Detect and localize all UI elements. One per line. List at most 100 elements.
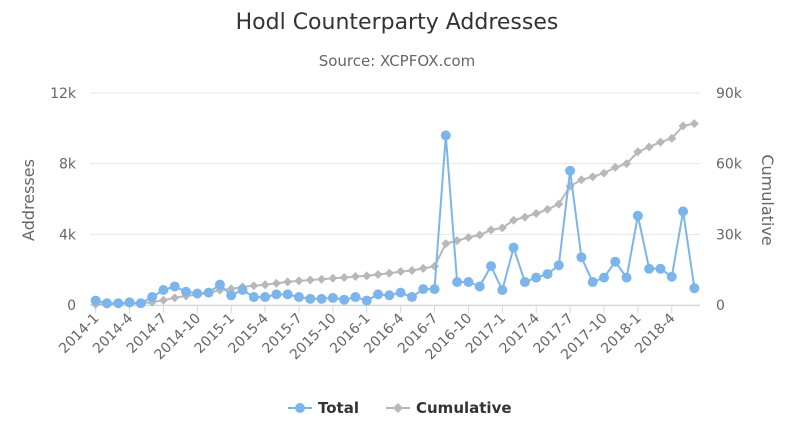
data-point-cumulative[interactable]: [554, 199, 564, 209]
data-point-total[interactable]: [169, 281, 180, 292]
data-point-cumulative[interactable]: [644, 142, 654, 152]
data-point-total[interactable]: [519, 277, 530, 288]
data-point-cumulative[interactable]: [531, 208, 541, 218]
data-point-total[interactable]: [237, 284, 248, 295]
data-point-cumulative[interactable]: [317, 274, 327, 284]
data-point-total[interactable]: [678, 206, 689, 217]
data-point-cumulative[interactable]: [678, 121, 688, 131]
data-point-total[interactable]: [181, 286, 192, 297]
data-point-total[interactable]: [598, 272, 609, 283]
data-point-cumulative[interactable]: [509, 215, 519, 225]
data-point-total[interactable]: [384, 290, 395, 301]
data-point-cumulative[interactable]: [520, 212, 530, 222]
data-point-total[interactable]: [203, 287, 214, 298]
data-point-total[interactable]: [565, 165, 576, 176]
data-point-total[interactable]: [327, 292, 338, 303]
data-point-total[interactable]: [135, 298, 146, 309]
data-point-total[interactable]: [418, 284, 429, 295]
data-point-cumulative[interactable]: [689, 119, 699, 129]
data-point-cumulative[interactable]: [599, 168, 609, 178]
data-point-total[interactable]: [395, 287, 406, 298]
data-point-cumulative[interactable]: [271, 278, 281, 288]
legend-item-cumulative[interactable]: Cumulative: [386, 399, 512, 417]
data-point-total[interactable]: [339, 294, 350, 305]
data-point-total[interactable]: [610, 256, 621, 267]
data-point-total[interactable]: [621, 272, 632, 283]
data-point-cumulative[interactable]: [362, 271, 372, 281]
data-point-cumulative[interactable]: [350, 271, 360, 281]
data-point-total[interactable]: [158, 284, 169, 295]
data-point-total[interactable]: [689, 283, 700, 294]
legend-item-total[interactable]: Total: [288, 399, 359, 417]
chart-title: Hodl Counterparty Addresses: [236, 10, 559, 35]
data-point-cumulative[interactable]: [260, 280, 270, 290]
data-point-cumulative[interactable]: [294, 276, 304, 286]
data-point-total[interactable]: [101, 298, 112, 309]
data-point-total[interactable]: [90, 295, 101, 306]
data-point-total[interactable]: [271, 289, 282, 300]
data-point-total[interactable]: [293, 292, 304, 303]
data-point-cumulative[interactable]: [633, 147, 643, 157]
data-point-total[interactable]: [260, 292, 271, 303]
data-point-total[interactable]: [508, 242, 519, 253]
data-point-total[interactable]: [226, 290, 237, 301]
data-point-cumulative[interactable]: [588, 172, 598, 182]
data-point-total[interactable]: [350, 292, 361, 303]
data-point-cumulative[interactable]: [463, 233, 473, 243]
data-point-cumulative[interactable]: [655, 137, 665, 147]
data-point-cumulative[interactable]: [384, 268, 394, 278]
data-point-total[interactable]: [361, 295, 372, 306]
data-point-total[interactable]: [406, 292, 417, 303]
data-point-total[interactable]: [576, 252, 587, 263]
data-point-total[interactable]: [248, 292, 259, 303]
data-point-total[interactable]: [497, 284, 508, 295]
data-point-total[interactable]: [373, 289, 384, 300]
data-point-cumulative[interactable]: [486, 225, 496, 235]
data-point-cumulative[interactable]: [407, 265, 417, 275]
data-point-total[interactable]: [666, 271, 677, 282]
data-point-total[interactable]: [316, 293, 327, 304]
data-point-total[interactable]: [124, 297, 135, 308]
data-point-total[interactable]: [147, 292, 158, 303]
data-point-total[interactable]: [429, 284, 440, 295]
data-point-cumulative[interactable]: [418, 263, 428, 273]
series-total[interactable]: [90, 130, 700, 309]
data-point-cumulative[interactable]: [305, 275, 315, 285]
data-point-total[interactable]: [531, 272, 542, 283]
data-point-total[interactable]: [644, 263, 655, 274]
data-point-cumulative[interactable]: [328, 273, 338, 283]
data-point-cumulative[interactable]: [576, 175, 586, 185]
data-point-total[interactable]: [474, 281, 485, 292]
data-point-total[interactable]: [553, 260, 564, 271]
data-point-total[interactable]: [113, 298, 124, 309]
data-point-total[interactable]: [542, 269, 553, 280]
chart-subtitle: Source: XCPFOX.com: [319, 52, 476, 70]
data-point-cumulative[interactable]: [396, 267, 406, 277]
data-point-cumulative[interactable]: [497, 223, 507, 233]
data-point-total[interactable]: [214, 279, 225, 290]
data-point-cumulative[interactable]: [475, 230, 485, 240]
data-point-total[interactable]: [452, 277, 463, 288]
data-point-total[interactable]: [440, 130, 451, 141]
data-point-total[interactable]: [655, 263, 666, 274]
data-point-cumulative[interactable]: [170, 293, 180, 303]
y-axis-left-title: Addresses: [19, 159, 38, 241]
data-point-cumulative[interactable]: [622, 159, 632, 169]
data-point-total[interactable]: [632, 210, 643, 221]
data-point-cumulative[interactable]: [373, 269, 383, 279]
data-point-cumulative[interactable]: [667, 133, 677, 143]
data-point-total[interactable]: [587, 277, 598, 288]
data-point-cumulative[interactable]: [158, 295, 168, 305]
data-point-cumulative[interactable]: [283, 277, 293, 287]
data-point-cumulative[interactable]: [543, 204, 552, 214]
data-point-total[interactable]: [192, 288, 203, 299]
data-point-total[interactable]: [486, 261, 497, 272]
data-point-cumulative[interactable]: [339, 273, 349, 283]
data-point-cumulative[interactable]: [441, 239, 451, 249]
data-point-total[interactable]: [463, 277, 474, 288]
data-point-cumulative[interactable]: [249, 281, 259, 291]
data-point-total[interactable]: [282, 289, 293, 300]
data-point-cumulative[interactable]: [610, 162, 620, 172]
data-point-total[interactable]: [305, 293, 316, 304]
